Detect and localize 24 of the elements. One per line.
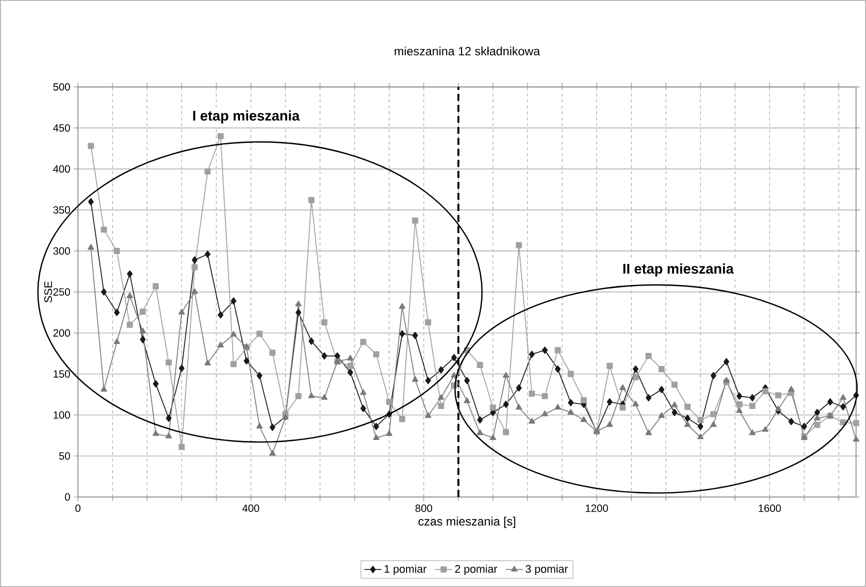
y-tick-label: 0	[64, 493, 70, 501]
y-tick-label: 300	[53, 247, 70, 255]
y-tick-label: 50	[59, 452, 70, 460]
x-tick-label: 400	[242, 504, 260, 512]
x-tick-label: 1600	[758, 504, 781, 512]
legend-label: 2 pomiar	[455, 564, 498, 576]
y-axis-title: SSE	[44, 281, 52, 302]
y-tick-label: 500	[53, 83, 70, 91]
y-tick-label: 250	[53, 288, 70, 296]
y-tick-label: 400	[53, 165, 70, 173]
x-tick-label: 1200	[586, 504, 608, 512]
x-tick-label: 0	[75, 504, 80, 512]
y-tick-label: 350	[53, 206, 70, 214]
legend-label: 1 pomiar	[384, 564, 426, 576]
x-tick-label: 800	[415, 504, 432, 512]
y-tick-label: 150	[54, 370, 70, 378]
y-tick-label: 200	[53, 329, 70, 337]
y-tick-label: 100	[54, 411, 70, 419]
annotation: II etap mieszania	[623, 263, 734, 277]
annotation: I etap mieszania	[193, 110, 300, 124]
x-axis-title: czas mieszania [s]	[418, 516, 516, 528]
chart-title: mieszanina 12 składnikowa	[394, 46, 540, 56]
legend-label: 3 pomiar	[526, 564, 568, 576]
y-tick-label: 450	[53, 124, 70, 132]
